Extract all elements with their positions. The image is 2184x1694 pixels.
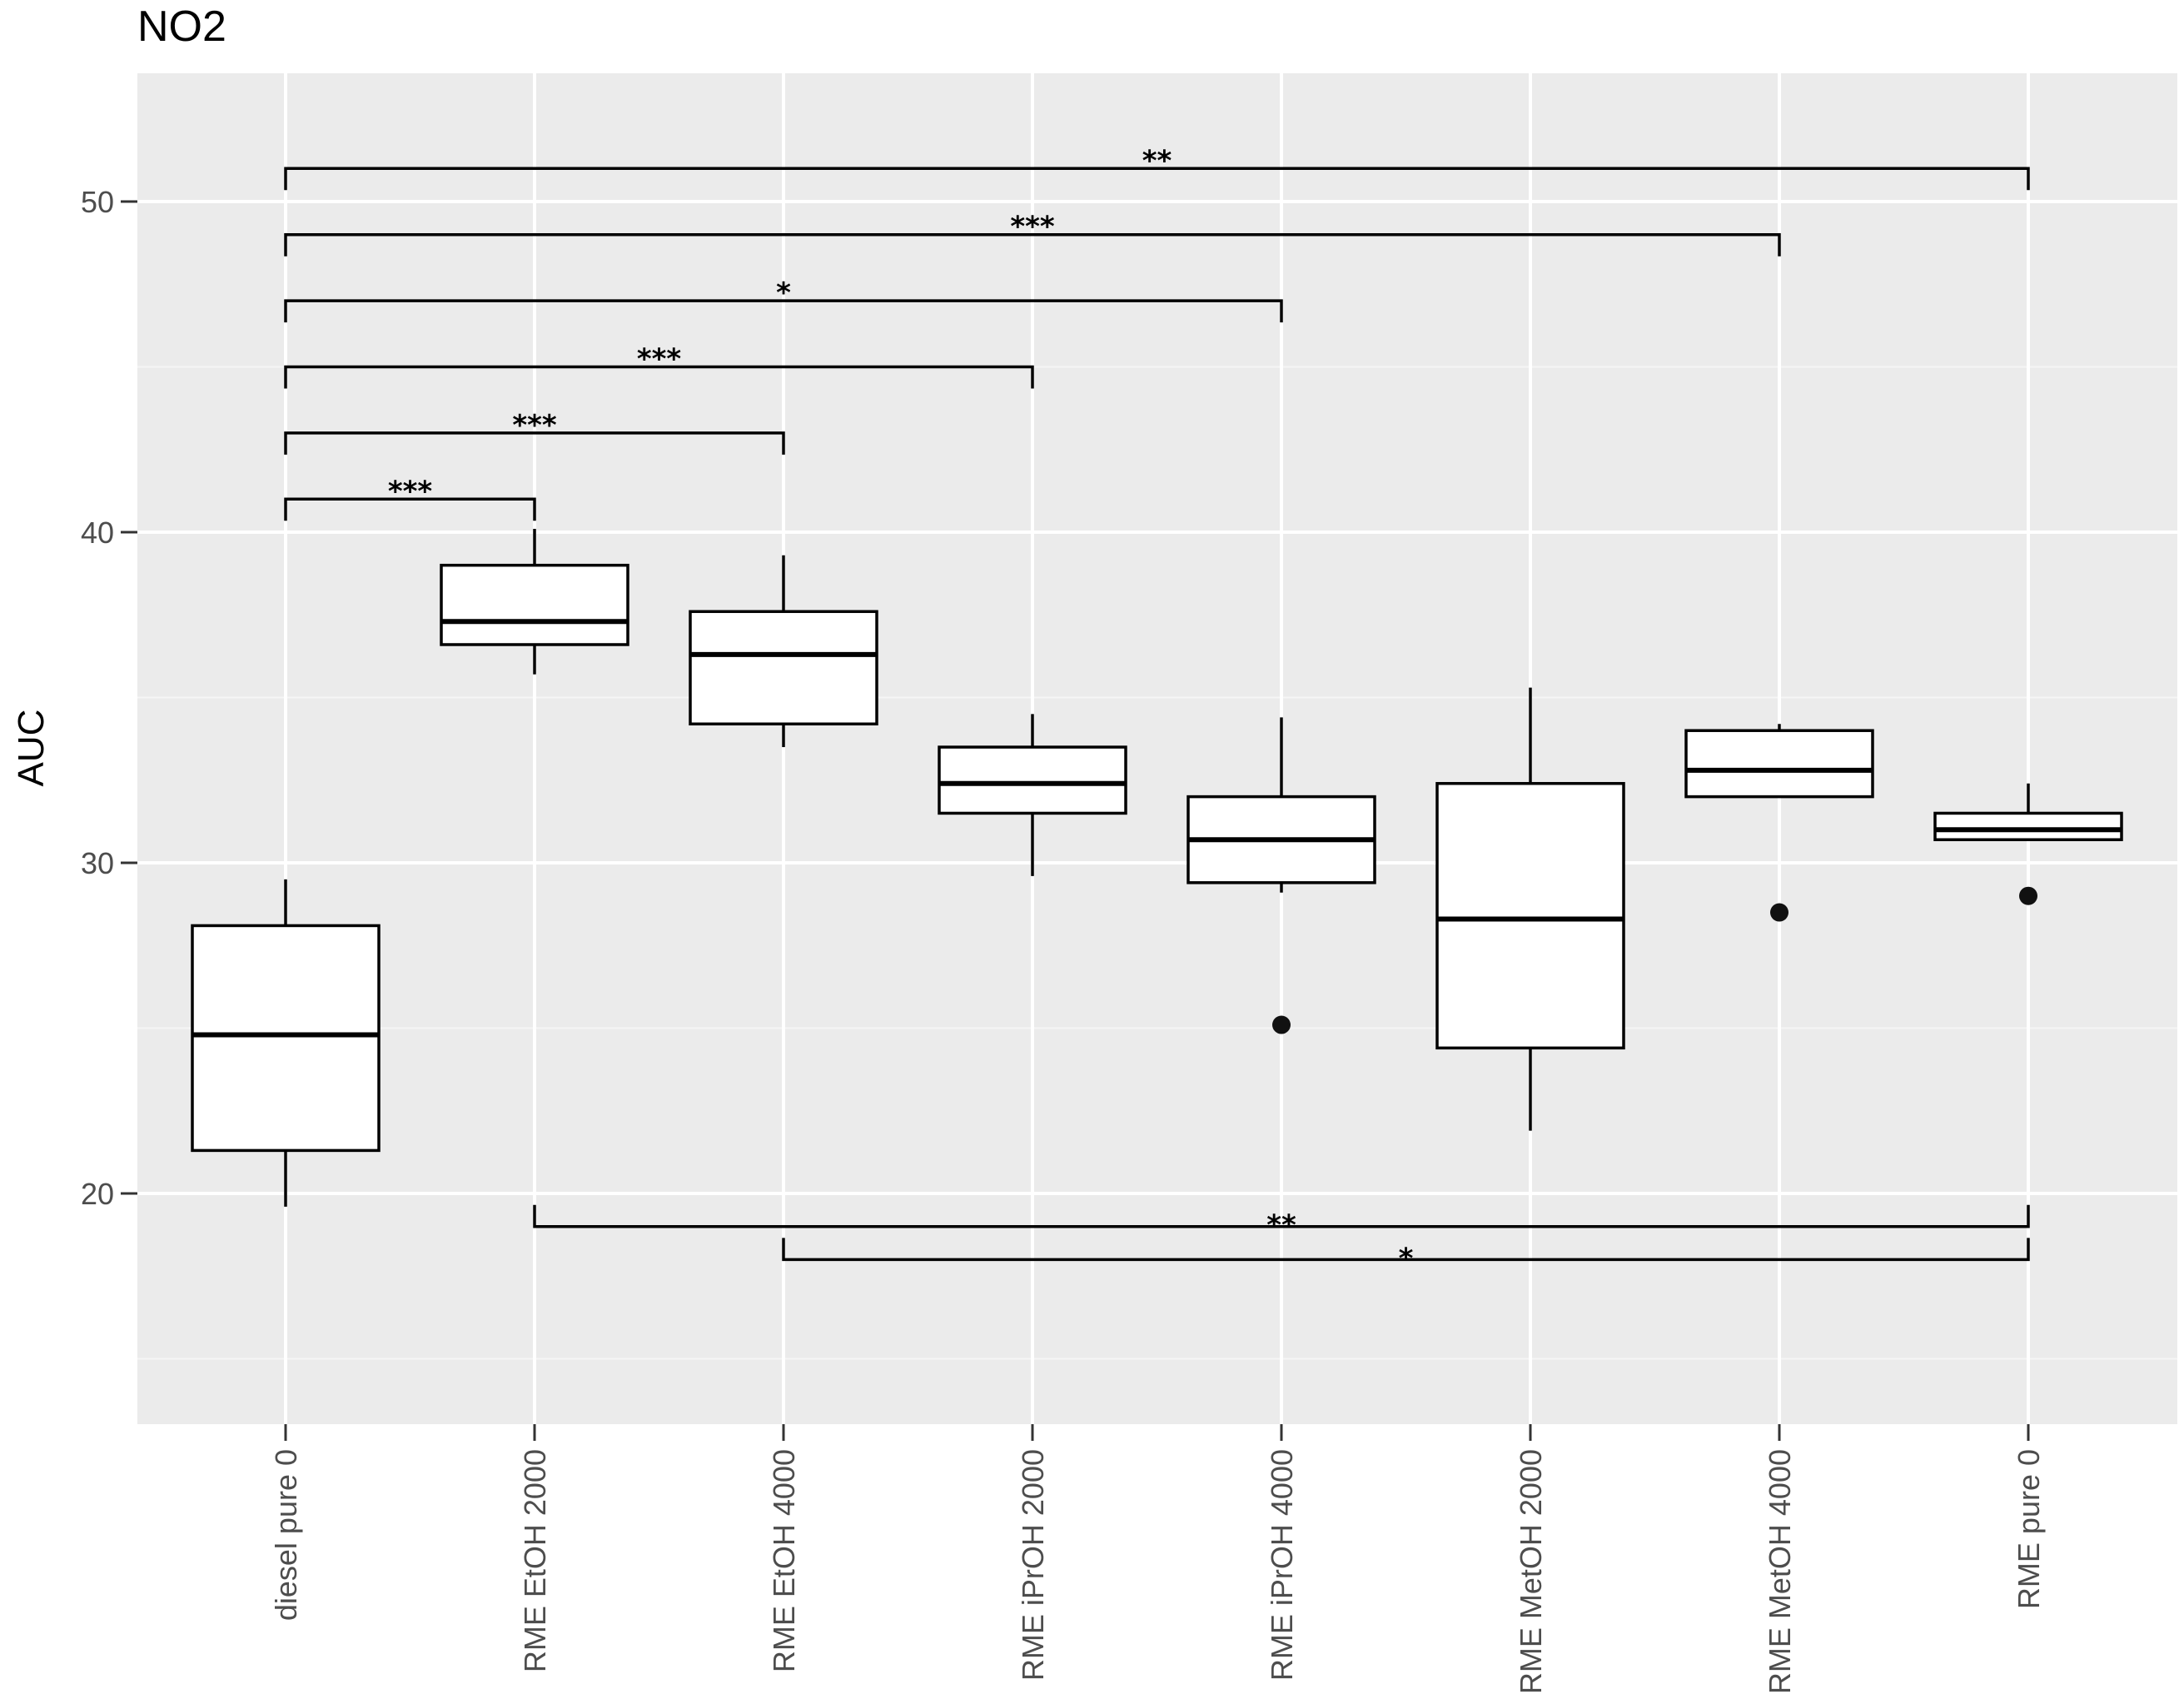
bracket-line	[284, 431, 785, 455]
bracket-line	[782, 1238, 2030, 1262]
significance-bracket: ***	[284, 475, 536, 521]
y-tick-label: 50	[81, 185, 114, 219]
x-tick-label: diesel pure 0	[269, 1449, 303, 1621]
y-axis-title: AUC	[11, 710, 52, 787]
y-tick-label: 20	[81, 1177, 114, 1211]
outlier-point	[1272, 1015, 1291, 1034]
significance-label: **	[1142, 144, 1172, 177]
box-group	[938, 714, 1127, 876]
significance-bracket: **	[533, 1204, 2030, 1243]
box-series	[191, 529, 2123, 1207]
outlier-point	[1770, 903, 1788, 922]
box-iqr	[1684, 729, 1874, 799]
significance-bracket: **	[284, 144, 2030, 191]
x-tick-label: RME EtOH 2000	[518, 1449, 552, 1672]
bracket-line	[284, 365, 1034, 389]
bracket-line	[284, 497, 536, 521]
y-tick-label: 40	[81, 516, 114, 550]
y-axis: 20 30 40 50	[81, 185, 137, 1211]
box-group	[1435, 687, 1625, 1131]
significance-brackets: ******************	[284, 144, 2030, 1275]
significance-bracket: ***	[284, 409, 785, 455]
significance-label: *	[1399, 1242, 1414, 1275]
x-tick-label: RME iPrOH 4000	[1265, 1449, 1299, 1681]
significance-label: ***	[1010, 211, 1055, 244]
x-tick-label: RME MetOH 4000	[1763, 1449, 1797, 1694]
outlier-point	[2019, 886, 2037, 905]
significance-bracket: ***	[284, 343, 1034, 389]
box-iqr	[191, 924, 381, 1153]
box-iqr	[1933, 811, 2123, 841]
box-group	[689, 555, 878, 748]
significance-bracket: ***	[284, 211, 1781, 257]
bracket-line	[284, 232, 1781, 257]
chart-title: NO2	[137, 2, 226, 51]
x-axis: diesel pure 0 RME EtOH 2000 RME EtOH 4000 R…	[269, 1424, 2046, 1694]
significance-label: ***	[637, 343, 682, 376]
box-iqr	[689, 610, 878, 726]
box-group	[440, 529, 629, 675]
x-tick-label: RME EtOH 4000	[767, 1449, 801, 1672]
bracket-line	[533, 1204, 2030, 1228]
x-tick-label: RME pure 0	[2012, 1449, 2046, 1609]
significance-label: ***	[388, 475, 433, 508]
box-group	[1187, 717, 1376, 1034]
bracket-line	[284, 299, 1283, 323]
significance-bracket: *	[782, 1238, 2030, 1275]
box-group	[1933, 783, 2123, 905]
box-group	[191, 879, 381, 1207]
box-group	[1684, 724, 1874, 922]
x-tick-label: RME MetOH 2000	[1514, 1449, 1548, 1694]
box-iqr	[440, 563, 629, 646]
bracket-line	[284, 167, 2030, 191]
x-tick-label: RME iPrOH 2000	[1016, 1449, 1050, 1681]
box-iqr	[1435, 781, 1625, 1050]
box-iqr	[938, 745, 1127, 815]
significance-label: *	[776, 277, 791, 310]
significance-label: ***	[512, 409, 557, 442]
significance-bracket: *	[284, 277, 1283, 323]
y-tick-label: 30	[81, 846, 114, 880]
significance-label: **	[1266, 1209, 1296, 1243]
